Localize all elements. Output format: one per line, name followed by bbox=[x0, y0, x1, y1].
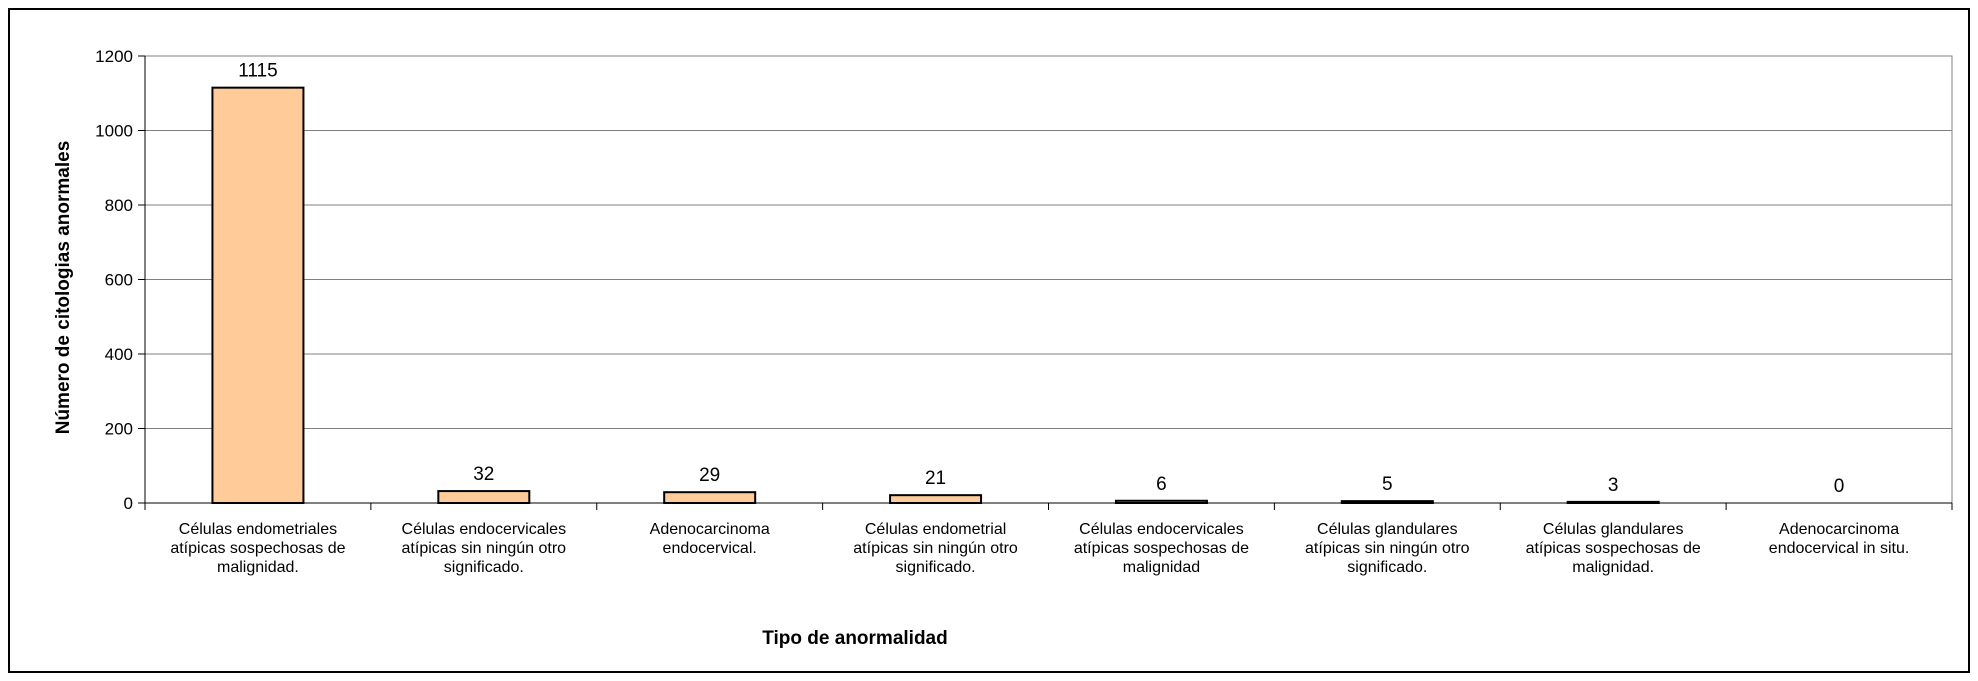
data-label: 0 bbox=[1834, 476, 1845, 497]
y-tick-label: 200 bbox=[105, 420, 133, 439]
axes bbox=[138, 55, 1953, 510]
y-tick-label: 400 bbox=[105, 345, 133, 364]
category-label: Adenocarcinoma endocervical in situ. bbox=[1769, 521, 1910, 557]
data-label: 6 bbox=[1156, 474, 1167, 495]
y-tick-label: 800 bbox=[105, 196, 133, 215]
bar bbox=[437, 490, 531, 504]
y-tick-label: 600 bbox=[105, 271, 133, 290]
y-tick-label: 0 bbox=[124, 494, 133, 513]
bars bbox=[211, 86, 1660, 505]
category-label: Células endocervicales atípicas sin ningú… bbox=[402, 521, 567, 576]
bar bbox=[663, 491, 757, 505]
category-label: Células endometrial atípicas sin ningún o… bbox=[853, 521, 1018, 576]
category-label: Adenocarcinoma endocervical. bbox=[650, 521, 770, 557]
bar bbox=[889, 494, 983, 504]
bar bbox=[211, 86, 305, 504]
y-tick-label: 1000 bbox=[95, 122, 133, 141]
category-label: Células glandulares atípicas sin ningún o… bbox=[1305, 521, 1470, 576]
y-tick-label: 1200 bbox=[95, 47, 133, 66]
y-axis-title: Número de citologias anormales bbox=[53, 141, 74, 435]
x-axis-title: Tipo de anormalidad bbox=[762, 628, 947, 649]
data-label: 1115 bbox=[238, 61, 277, 82]
data-labels: 1115 32 29 21 6 5 3 0 bbox=[238, 61, 1844, 497]
gridlines bbox=[145, 55, 1952, 429]
category-labels: Células endometriales atípicas sospechosa… bbox=[170, 521, 1909, 576]
category-label: Células glandulares atípicas sospechosas … bbox=[1526, 521, 1701, 576]
y-tick-labels: 0 200 400 600 800 1000 1200 bbox=[95, 47, 133, 513]
data-label: 5 bbox=[1382, 474, 1393, 495]
category-label: Células endometriales atípicas sospechosa… bbox=[170, 521, 345, 576]
category-label: Células endocervicales atípicas sospechos… bbox=[1074, 521, 1249, 576]
data-label: 21 bbox=[925, 468, 946, 489]
data-label: 29 bbox=[699, 465, 720, 486]
chart-frame bbox=[8, 8, 1970, 673]
data-label: 32 bbox=[473, 464, 494, 485]
data-label: 3 bbox=[1608, 475, 1619, 496]
